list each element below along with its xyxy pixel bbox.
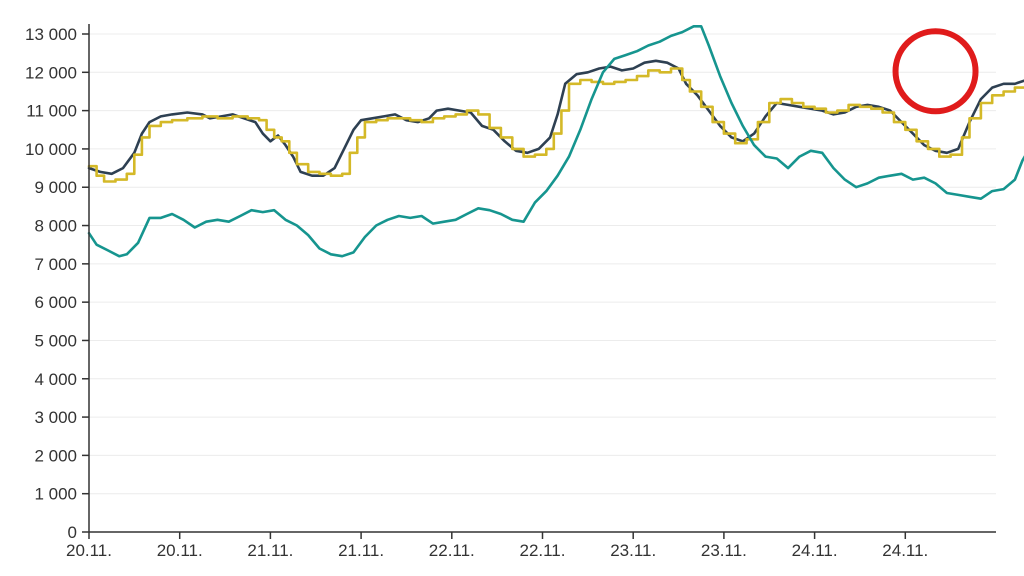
x-tick-label: 21.11. xyxy=(338,541,384,560)
y-tick-label: 10 000 xyxy=(25,140,77,159)
x-tick-label: 21.11. xyxy=(247,541,293,560)
y-tick-label: 13 000 xyxy=(25,25,77,44)
y-tick-label: 0 xyxy=(68,523,77,542)
y-tick-label: 2 000 xyxy=(34,446,77,465)
highlight-circle xyxy=(892,28,979,115)
x-tick-label: 23.11. xyxy=(610,541,656,560)
x-tick-label: 24.11. xyxy=(882,541,928,560)
y-tick-label: 3 000 xyxy=(34,408,77,427)
x-tick-label: 23.11. xyxy=(701,541,747,560)
x-tick-label: 22.11. xyxy=(519,541,565,560)
series-line-dark xyxy=(87,59,1024,177)
y-tick-label: 4 000 xyxy=(34,370,77,389)
series-group xyxy=(87,25,1024,258)
x-tick-label: 20.11. xyxy=(157,541,203,560)
y-tick-label: 9 000 xyxy=(34,178,77,197)
y-tick-label: 11 000 xyxy=(26,102,77,121)
x-tick-label: 22.11. xyxy=(429,541,475,560)
x-tick-label: 20.11. xyxy=(66,541,112,560)
axes: 0 1 000 2 000 3 000 4 000 5 000 6 000 7 000 8 00… xyxy=(25,24,996,560)
y-tick-label: 8 000 xyxy=(34,217,77,236)
y-tick-label: 5 000 xyxy=(34,331,77,350)
x-tick-label: 24.11. xyxy=(792,541,838,560)
y-tick-label: 7 000 xyxy=(34,255,77,274)
series-line-teal xyxy=(87,25,1024,258)
y-tick-label: 6 000 xyxy=(34,293,77,312)
y-tick-label: 1 000 xyxy=(34,485,77,504)
annotation-group xyxy=(892,28,979,115)
y-tick-label: 12 000 xyxy=(25,63,77,82)
series-line-yellow xyxy=(87,67,1024,183)
grid-lines xyxy=(89,33,996,495)
